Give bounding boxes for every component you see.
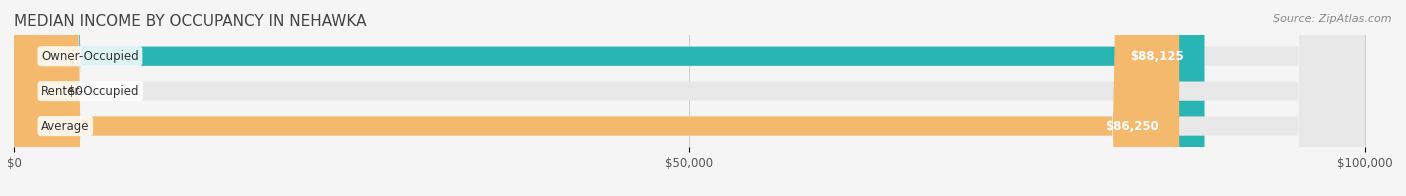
FancyBboxPatch shape xyxy=(14,0,1365,196)
Text: $86,250: $86,250 xyxy=(1105,120,1159,132)
FancyBboxPatch shape xyxy=(14,0,1180,196)
FancyBboxPatch shape xyxy=(14,0,1365,196)
FancyBboxPatch shape xyxy=(14,0,1205,196)
Text: Source: ZipAtlas.com: Source: ZipAtlas.com xyxy=(1274,14,1392,24)
Text: $0: $0 xyxy=(67,85,83,98)
FancyBboxPatch shape xyxy=(14,0,1365,196)
Text: MEDIAN INCOME BY OCCUPANCY IN NEHAWKA: MEDIAN INCOME BY OCCUPANCY IN NEHAWKA xyxy=(14,14,367,29)
Text: $88,125: $88,125 xyxy=(1130,50,1184,63)
Text: Owner-Occupied: Owner-Occupied xyxy=(41,50,139,63)
Text: Renter-Occupied: Renter-Occupied xyxy=(41,85,139,98)
Text: Average: Average xyxy=(41,120,90,132)
